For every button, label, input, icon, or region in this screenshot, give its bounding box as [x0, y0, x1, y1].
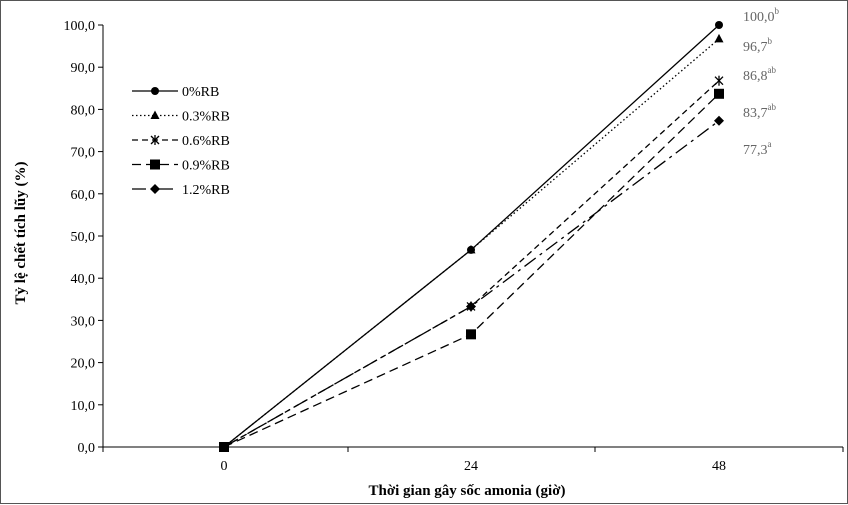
legend-marker: [150, 159, 160, 170]
data-point: [466, 329, 476, 340]
legend-item: 0.9%RB: [132, 159, 230, 174]
legend-item: 0%RB: [132, 85, 219, 100]
y-tick-label: 90,0: [71, 61, 96, 76]
data-point: [714, 115, 724, 126]
y-tick-label: 70,0: [71, 146, 96, 161]
legend-marker: [150, 184, 160, 194]
series-line-4: [223, 93, 720, 448]
legend: 0%RB 0.3%RB 0.6%RB 0.9%RB 1.2%RB: [132, 85, 230, 198]
legend-item: 1.2%RB: [132, 183, 230, 198]
y-tick-label: 50,0: [71, 230, 96, 245]
legend-label: 0%RB: [182, 85, 219, 100]
legend-marker: [150, 135, 160, 145]
x-tick-label: 24: [464, 459, 478, 474]
x-tick-label: 0: [221, 459, 228, 474]
legend-label: 0.9%RB: [182, 159, 230, 174]
data-label: 96,7b: [743, 36, 773, 55]
legend-item: 0.3%RB: [132, 110, 230, 125]
legend-marker: [150, 110, 160, 119]
y-tick-label: 40,0: [71, 272, 96, 287]
x-axis-title: Thời gian gây sốc amonia (giờ): [368, 483, 565, 499]
data-markers: [219, 21, 724, 452]
series-line-2: [223, 38, 720, 448]
axes: 0,0 10,0 20,0 30,0 40,0 50,0 60,0 70,0 80,0 90,0 1…: [64, 19, 844, 474]
data-point: [466, 301, 476, 312]
data-label: 77,3a: [743, 139, 772, 158]
legend-label: 0.3%RB: [182, 110, 230, 125]
series-lines: [223, 24, 720, 448]
x-tick-label: 48: [712, 459, 726, 474]
data-point: [714, 88, 724, 99]
data-labels: 100,0b 96,7b 86,8ab 83,7ab 77,3a: [743, 6, 780, 158]
legend-label: 0.6%RB: [182, 134, 230, 149]
legend-label: 1.2%RB: [182, 183, 230, 198]
data-point: [715, 21, 723, 29]
y-tick-label: 10,0: [71, 399, 96, 414]
data-point: [219, 442, 229, 452]
data-label: 83,7ab: [743, 102, 776, 121]
series-line-5: [223, 120, 720, 448]
y-axis-title: Tỷ lệ chết tích lũy (%): [13, 162, 29, 305]
y-tick-label: 100,0: [64, 19, 96, 34]
data-label: 86,8ab: [743, 65, 776, 84]
data-label: 100,0b: [743, 6, 780, 25]
data-point: [714, 75, 724, 86]
y-tick-label: 30,0: [71, 314, 96, 329]
y-tick-label: 20,0: [71, 357, 96, 372]
legend-item: 0.6%RB: [132, 134, 230, 149]
data-point: [714, 33, 724, 43]
y-tick-label: 0,0: [78, 441, 96, 456]
y-tick-label: 80,0: [71, 103, 96, 118]
legend-marker: [151, 87, 159, 95]
series-line-3: [223, 80, 720, 448]
data-point: [466, 244, 476, 254]
series-line-1: [223, 24, 720, 448]
y-tick-label: 60,0: [71, 188, 96, 203]
